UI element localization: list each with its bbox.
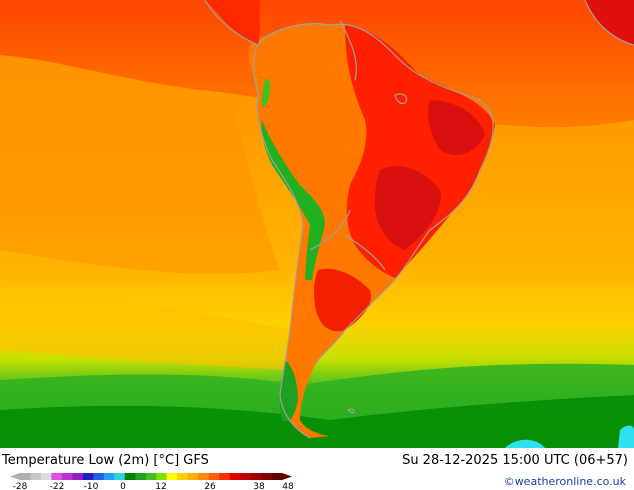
scale-tick-label: 26: [204, 482, 216, 490]
scale-swatch: [261, 473, 272, 480]
central-america: [205, 0, 260, 45]
color-scale-swatches: [10, 473, 292, 480]
scale-swatch: [82, 473, 94, 480]
map-title: Temperature Low (2m) [°C] GFS: [2, 453, 209, 468]
andes-cool-strip: [261, 120, 325, 280]
color-scale-labels: -28 -22 -10 0 12 26 38 48: [13, 482, 294, 490]
scale-swatch: [135, 473, 147, 480]
scale-tick-label: -28: [13, 482, 28, 490]
scale-swatch: [187, 473, 199, 480]
scale-swatch: [114, 473, 126, 480]
scale-arrow-left: [10, 473, 20, 480]
south-pacific-yellow: [0, 280, 290, 370]
scale-swatch: [240, 473, 251, 480]
scale-swatch: [124, 473, 136, 480]
credit-link[interactable]: ©weatheronline.co.uk: [503, 475, 626, 488]
andes-north-strip: [261, 78, 271, 107]
brazil-core: [374, 166, 441, 250]
scale-swatch: [72, 473, 84, 480]
scale-swatch: [93, 473, 105, 480]
scale-swatch: [208, 473, 220, 480]
top-right-land: [585, 0, 634, 45]
cold-spot-2: [618, 425, 634, 448]
scale-swatch: [166, 473, 178, 480]
argentina-hot: [314, 268, 371, 332]
scale-swatch: [20, 473, 31, 480]
scale-tick-label: -10: [84, 482, 99, 490]
cold-spot: [505, 439, 545, 448]
scale-tick-label: 12: [155, 482, 166, 490]
scale-tick-label: 0: [120, 482, 126, 490]
pacific-orange-band: [0, 55, 280, 274]
scale-swatch: [30, 473, 42, 480]
scale-swatch: [51, 473, 63, 480]
scale-swatch: [145, 473, 157, 480]
scale-swatch: [61, 473, 73, 480]
southern-ocean-dark: [0, 395, 634, 448]
scale-arrow-right: [282, 473, 292, 480]
scale-swatch: [271, 473, 283, 480]
temperature-map: [0, 0, 634, 448]
scale-swatch: [250, 473, 262, 480]
coastlines: [204, 0, 634, 439]
scale-tick-label: -22: [50, 482, 65, 490]
patagonia-green: [279, 360, 298, 422]
color-scale: -28 -22 -10 0 12 26 38 48: [10, 473, 294, 490]
scale-tick-label: 38: [253, 482, 265, 490]
scale-swatch: [177, 473, 188, 480]
scale-swatch: [229, 473, 241, 480]
scale-swatch: [40, 473, 52, 480]
forecast-datetime: Su 28-12-2025 15:00 UTC (06+57): [402, 453, 628, 468]
map-footer: Temperature Low (2m) [°C] GFS Su 28-12-2…: [0, 448, 634, 490]
scale-tick-label: 48: [282, 482, 294, 490]
scale-swatch: [219, 473, 230, 480]
scale-swatch: [156, 473, 168, 480]
brazil-core-2: [428, 100, 485, 155]
scale-swatch: [103, 473, 115, 480]
scale-swatch: [198, 473, 209, 480]
